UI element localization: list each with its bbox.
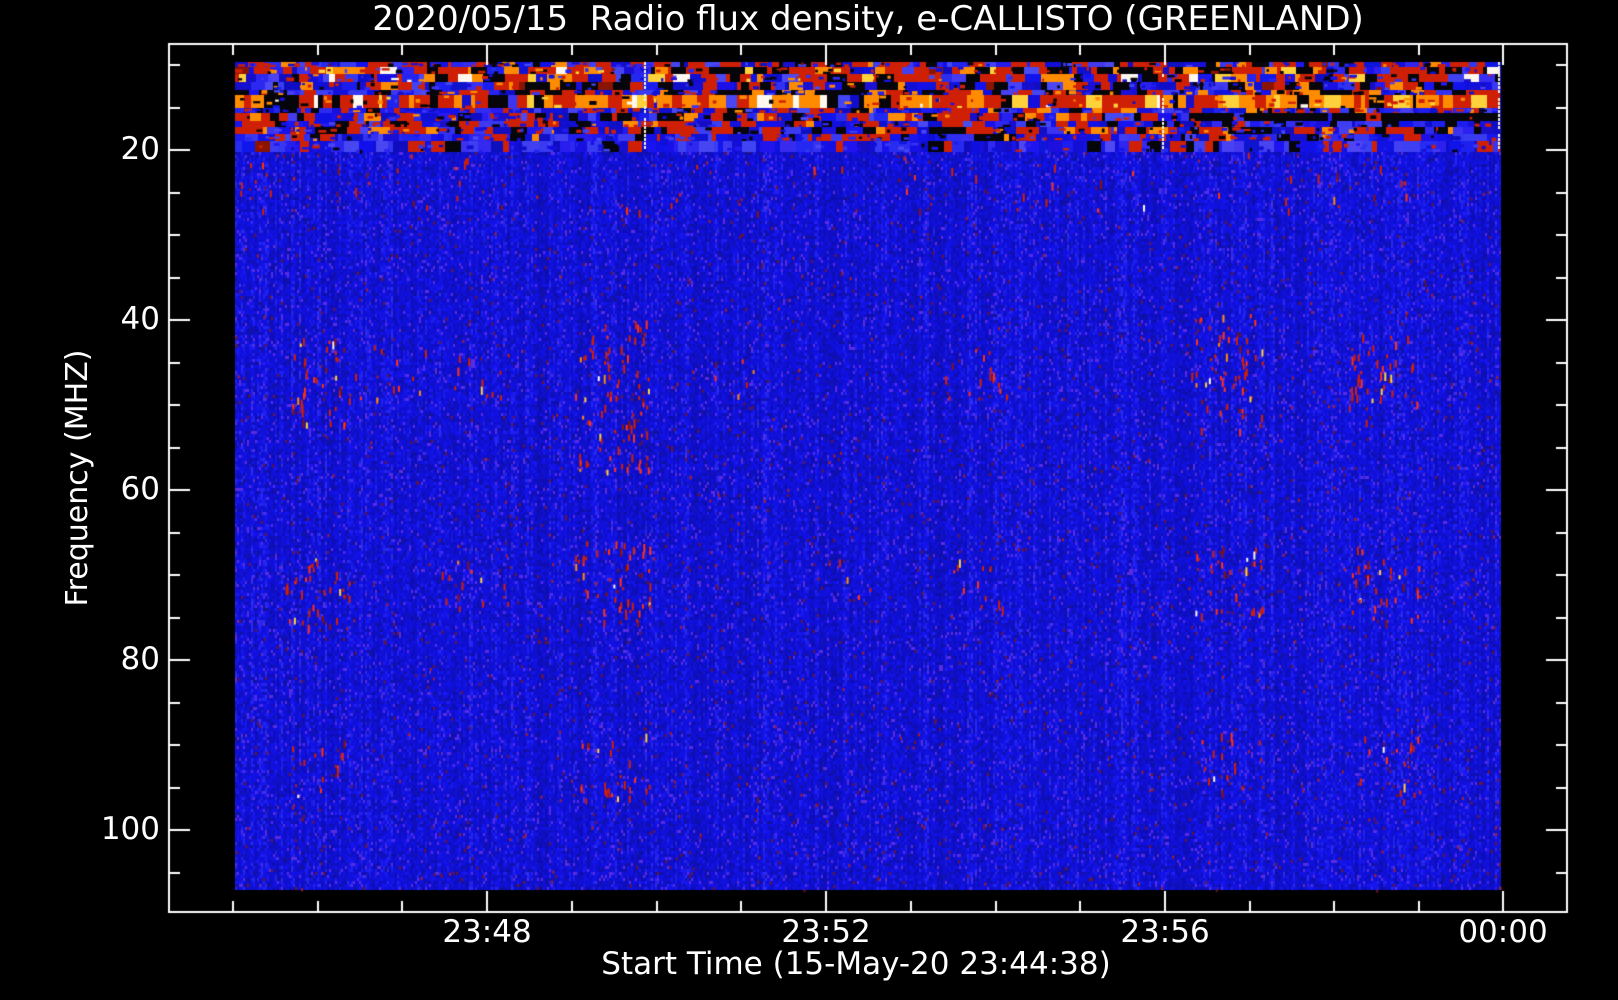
y-tick-label-80: 80 [120,641,160,677]
x-tick-label-2352: 23:52 [781,914,871,950]
x-axis-title: Start Time (15-May-20 23:44:38) [601,946,1111,982]
y-tick-label-20: 20 [120,131,160,167]
x-tick-label-2356: 23:56 [1120,914,1210,950]
y-tick-label-60: 60 [120,471,160,507]
x-tick-label-2348: 23:48 [442,914,532,950]
chart-title: 2020/05/15 Radio flux density, e-CALLIST… [372,0,1364,39]
y-tick-label-100: 100 [100,811,160,847]
x-tick-label-0000: 00:00 [1458,914,1548,950]
y-tick-label-40: 40 [120,301,160,337]
